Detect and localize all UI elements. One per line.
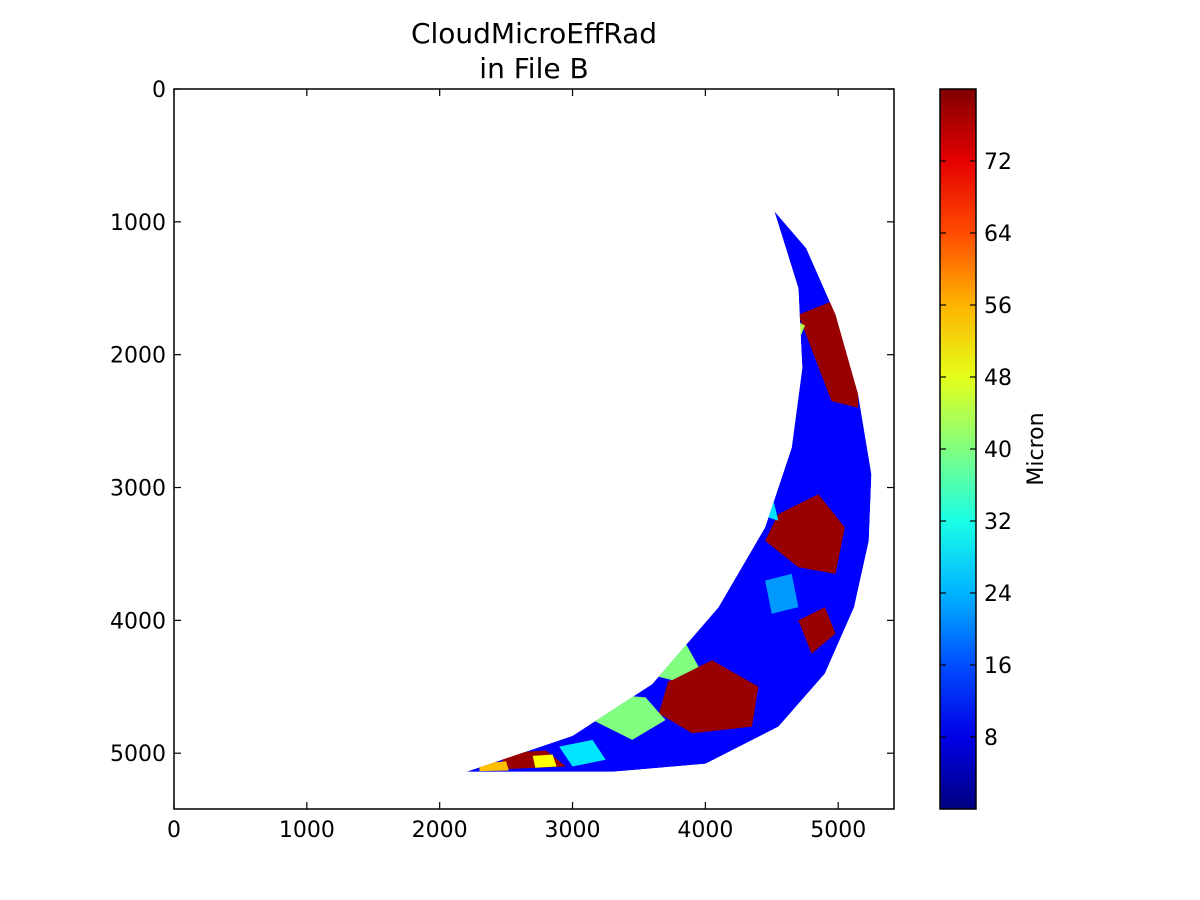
value-region: [559, 739, 606, 767]
value-region: [745, 487, 779, 521]
chart-title-line-2: in File B: [479, 52, 588, 85]
swath-base-region: [466, 211, 872, 772]
data-swath: [466, 211, 872, 772]
colorbar-tick-label: 24: [984, 582, 1012, 607]
x-tick-label: 3000: [545, 818, 601, 843]
plot-frame: [173, 88, 895, 810]
x-tick-label: 5000: [810, 818, 866, 843]
colorbar-tick-label: 16: [984, 654, 1012, 679]
y-tick-label: 3000: [110, 477, 166, 502]
colorbar-tick-label: 64: [984, 222, 1012, 247]
value-region: [479, 761, 509, 772]
colorbar-tick-label: 72: [984, 150, 1012, 175]
y-tick-label: 4000: [110, 609, 166, 634]
y-tick-label: 0: [152, 78, 166, 103]
x-tick-label: 1000: [279, 818, 335, 843]
value-region: [532, 754, 557, 768]
chart-title: CloudMicroEffRad in File B: [411, 17, 657, 85]
colorbar-tick-label: 8: [984, 726, 998, 751]
y-axis: 0 1000 2000 3000 4000 5000: [110, 78, 894, 767]
colorbar-tick-label: 56: [984, 294, 1012, 319]
value-region: [765, 573, 799, 614]
value-region: [765, 494, 845, 574]
value-region: [658, 660, 759, 734]
value-region: [771, 275, 792, 322]
y-tick-label: 2000: [110, 344, 166, 369]
colorbar-tick-label: 40: [984, 438, 1012, 463]
colorbar-tick-label: 32: [984, 510, 1012, 535]
chart-title-line-1: CloudMicroEffRad: [411, 17, 657, 50]
value-region: [798, 607, 836, 654]
x-tick-label: 0: [167, 818, 181, 843]
x-tick-label: 2000: [412, 818, 468, 843]
x-axis: 0 1000 2000 3000 4000 5000: [167, 89, 866, 843]
colorbar: 8 16 24 32 40 48 56 64 72 Micron: [939, 88, 1049, 810]
y-tick-label: 1000: [110, 211, 166, 236]
x-tick-label: 4000: [677, 818, 733, 843]
colorbar-tick-label: 48: [984, 366, 1012, 391]
y-tick-label: 5000: [110, 742, 166, 767]
colorbar-label: Micron: [1024, 412, 1049, 485]
colorbar-ticks: 8 16 24 32 40 48 56 64 72: [940, 150, 1012, 751]
plot-area: [466, 211, 872, 772]
